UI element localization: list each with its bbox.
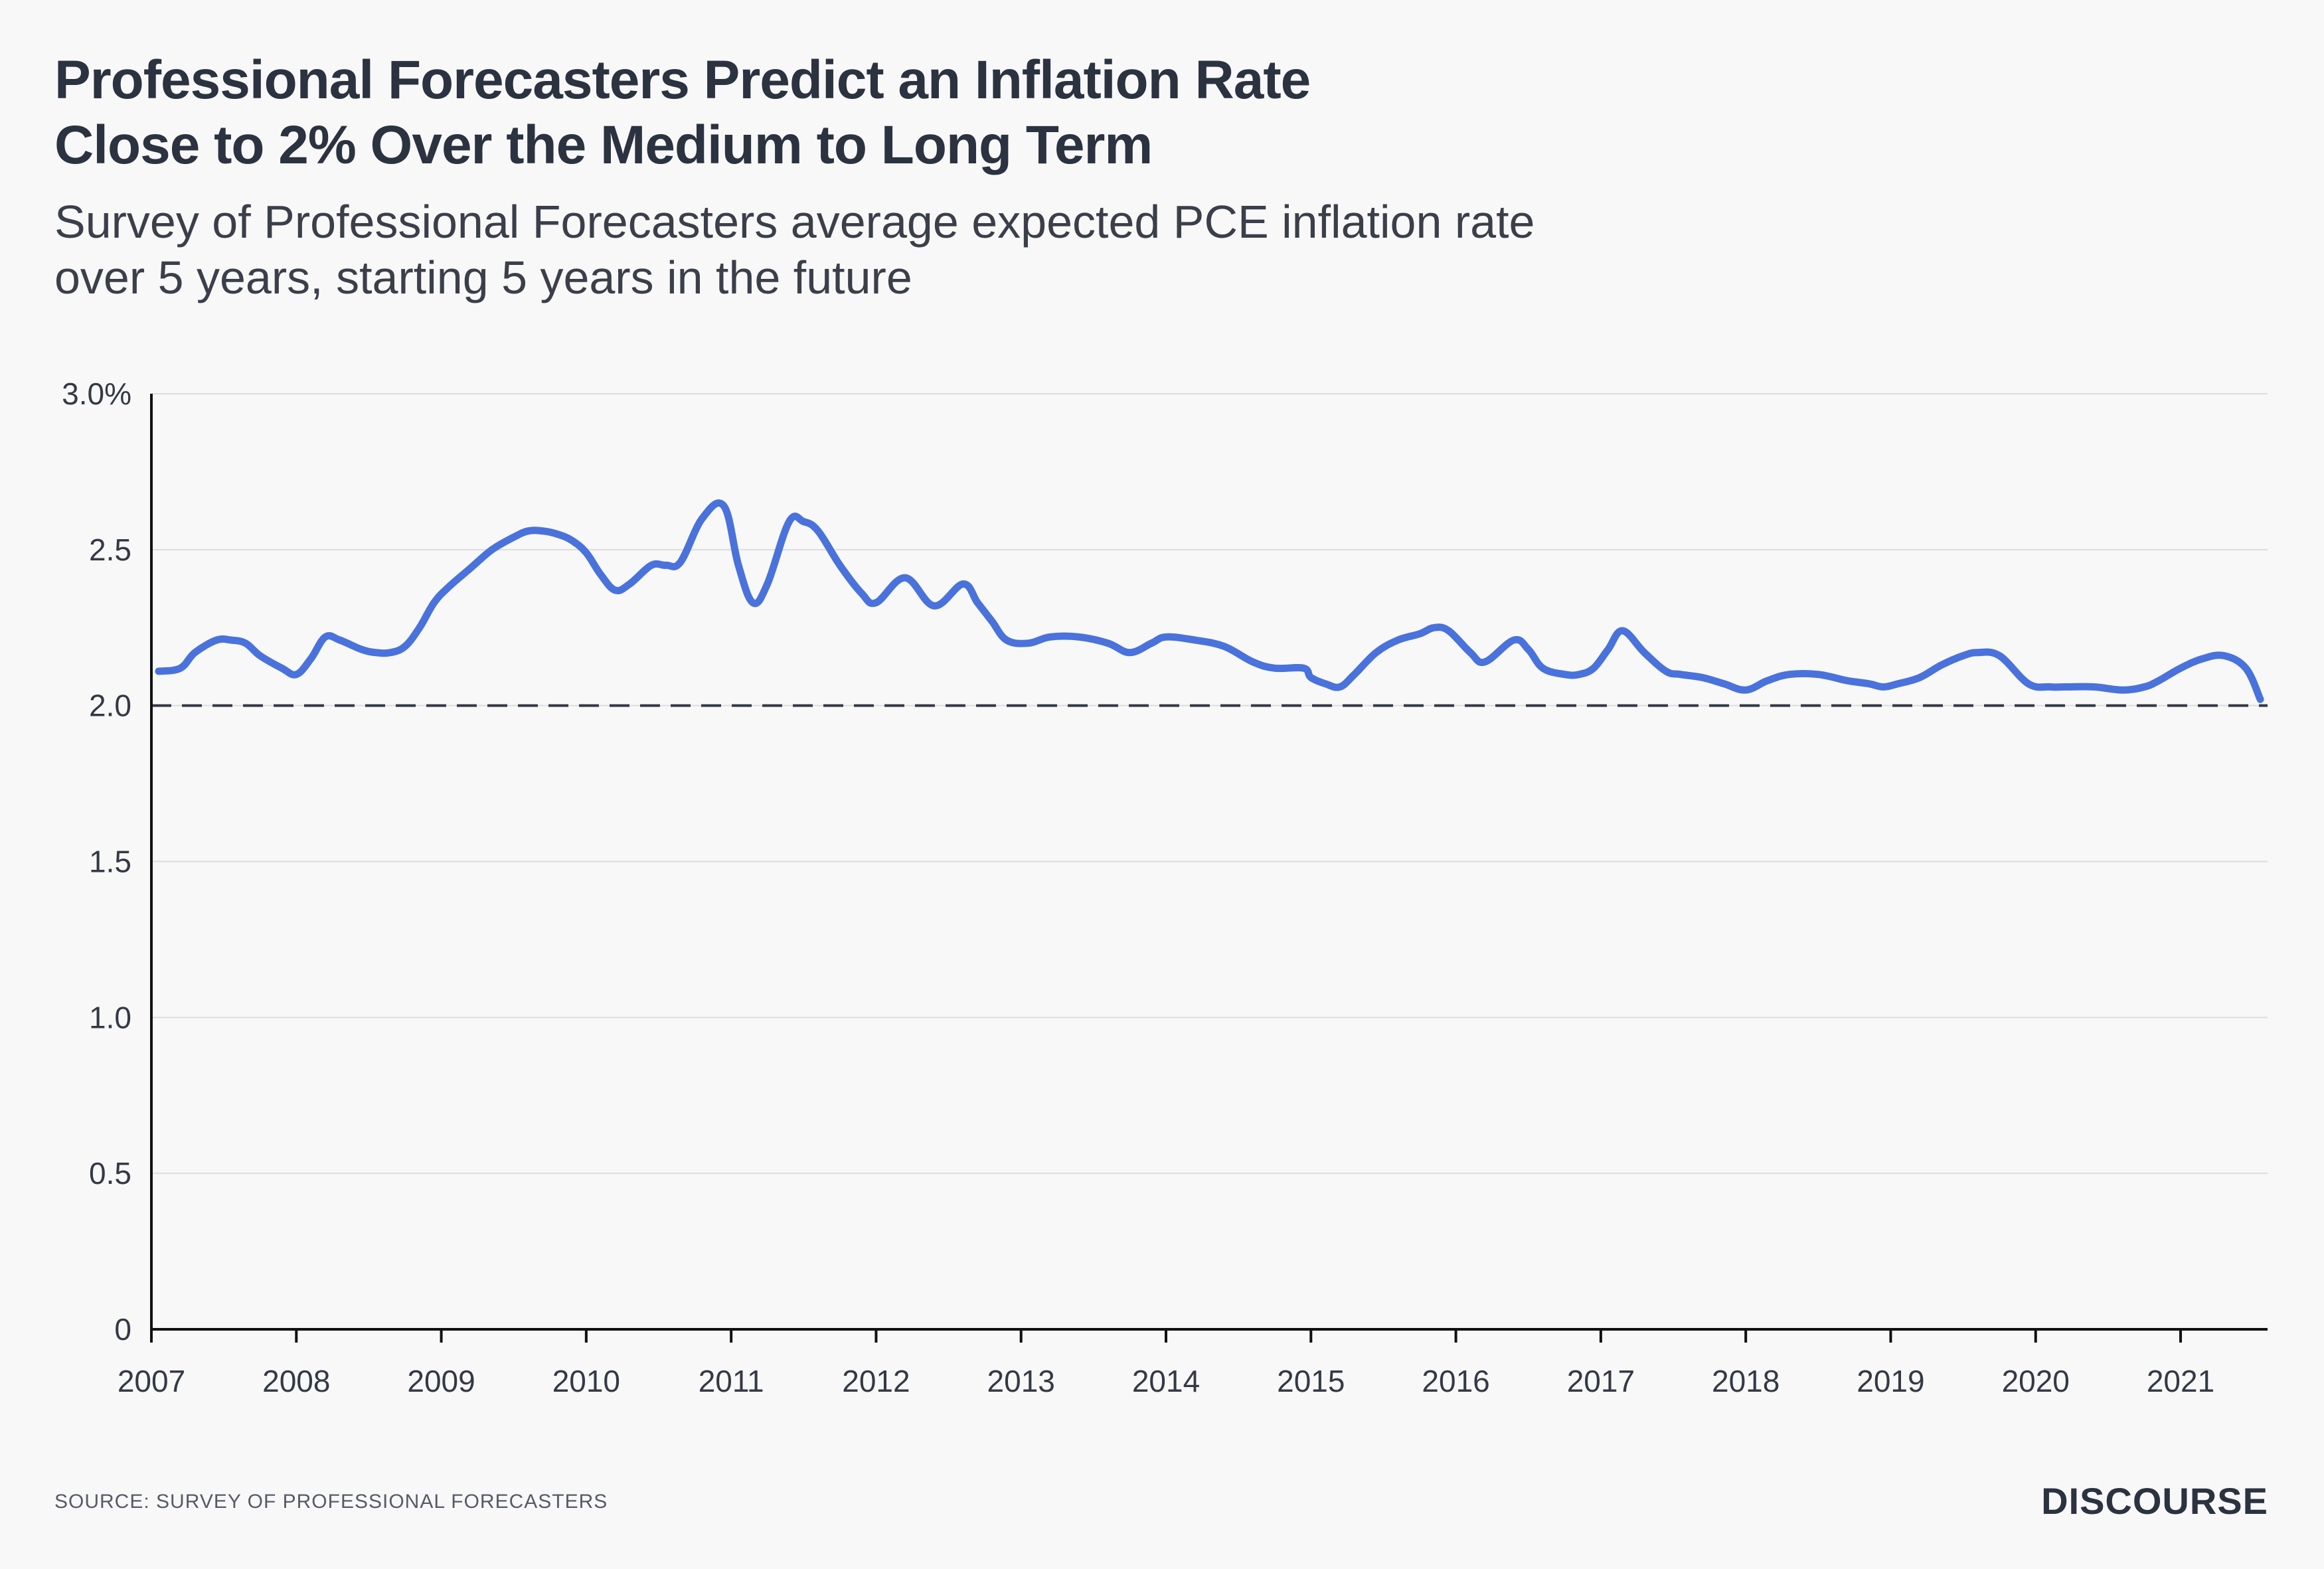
y-tick-label: 1.0 [89, 1000, 131, 1034]
x-tick-label: 2010 [552, 1364, 620, 1398]
title-line-2: Close to 2% Over the Medium to Long Term [54, 115, 1153, 175]
y-tick-label: 2.5 [89, 533, 131, 567]
x-tick-label: 2020 [2002, 1364, 2070, 1398]
grid-lines [151, 393, 2268, 1175]
series-layer [155, 499, 2264, 703]
x-tick-label: 2008 [262, 1364, 330, 1398]
x-tick-labels: 2007 2008 2009 2010 2011 2012 2013 2014 2015 2016… [118, 1364, 2214, 1398]
subtitle-line-1: Survey of Professional Forecasters avera… [54, 196, 1535, 248]
y-tick-label: 0.5 [89, 1156, 131, 1191]
y-tick-label: 0 [114, 1312, 131, 1347]
x-tick-label: 2018 [1712, 1364, 1780, 1398]
x-tick-label: 2016 [1422, 1364, 1489, 1398]
x-tick-label: 2013 [987, 1364, 1055, 1398]
subtitle-line-2: over 5 years, starting 5 years in the fu… [54, 252, 912, 303]
chart-title: Professional Forecasters Predict an Infl… [54, 48, 1648, 178]
x-tick-label: 2014 [1132, 1364, 1200, 1398]
x-tick-label: 2007 [118, 1364, 185, 1398]
y-tick-label: 3.0% [62, 376, 131, 411]
x-tick-label: 2011 [699, 1364, 764, 1398]
source-note: SOURCE: SURVEY OF PROFESSIONAL FORECASTE… [54, 1491, 608, 1513]
axes [150, 394, 2268, 1343]
y-tick-labels: 3.0% 2.5 2.0 1.5 1.0 0.5 0 [62, 376, 131, 1347]
x-tick-label: 2009 [407, 1364, 475, 1398]
x-tick-label: 2012 [842, 1364, 910, 1398]
title-line-1: Professional Forecasters Predict an Infl… [54, 50, 1311, 110]
chart-subtitle: Survey of Professional Forecasters avera… [54, 194, 1914, 305]
y-tick-label: 1.5 [89, 845, 131, 879]
series-line [155, 499, 2264, 703]
x-tick-label: 2015 [1277, 1364, 1345, 1398]
y-tick-label: 2.0 [89, 689, 131, 723]
x-tick-label: 2021 [2147, 1364, 2214, 1398]
x-tick-label: 2017 [1567, 1364, 1635, 1398]
x-tick-label: 2019 [1857, 1364, 1924, 1398]
brand-logo: DISCOURSE [2041, 1480, 2268, 1522]
